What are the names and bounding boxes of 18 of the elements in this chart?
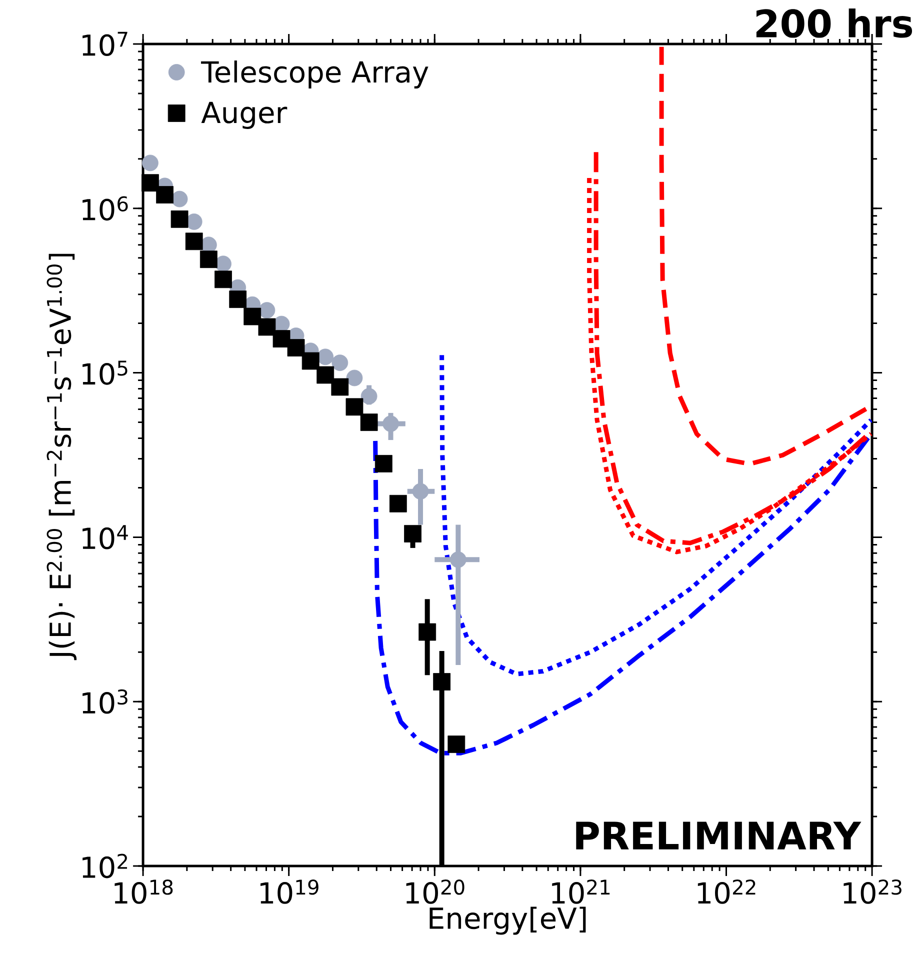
chart-title: 200 hrs [756, 8, 912, 38]
y-tick-label: 10$^{3}$ [82, 689, 128, 714]
annotation: PRELIMINARY [576, 822, 862, 850]
legend-label: Auger [201, 102, 288, 130]
x-axis-title: Energy[eV] [430, 906, 586, 935]
x-tick-label: 10$^{18}$ [114, 879, 173, 904]
x-tick-label: 10$^{19}$ [260, 879, 318, 904]
y-tick-label: 10$^{2}$ [82, 854, 128, 878]
x-tick-label: 10$^{20}$ [406, 879, 464, 904]
y-tick-label: 10$^{4}$ [82, 525, 128, 550]
text: J(E)· E$^{2.00}$ [m$^{−2}$sr$^{−1}$s$^{−1}$eV$^{1.00}$] [46, 254, 77, 660]
y-tick-label: 10$^{7}$ [82, 32, 128, 56]
x-tick-label: 10$^{22}$ [698, 879, 756, 904]
y-tick-label: 10$^{5}$ [82, 360, 128, 385]
x-tick-label: 10$^{23}$ [844, 879, 902, 904]
x-tick-label: 10$^{21}$ [552, 879, 610, 904]
y-tick-label: 10$^{6}$ [82, 196, 128, 221]
legend-label: Telescope Array [201, 60, 428, 88]
